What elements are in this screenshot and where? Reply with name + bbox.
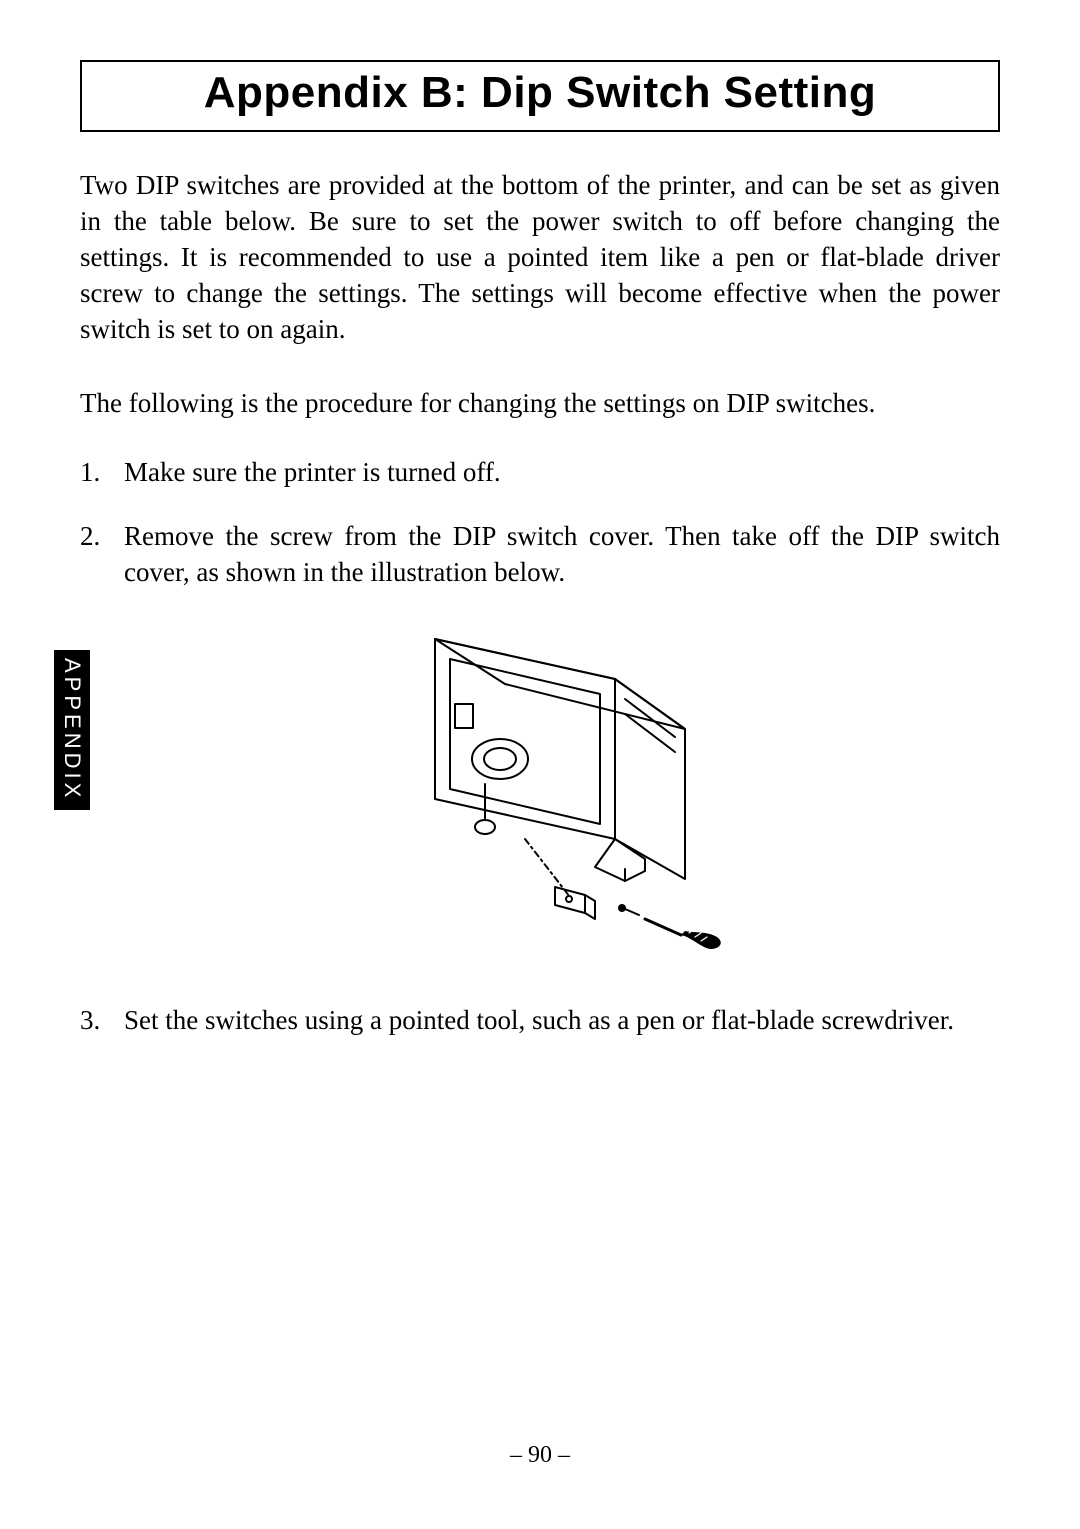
side-tab-appendix: APPENDIX — [54, 650, 90, 810]
step-number: 2. — [80, 519, 100, 555]
procedure-intro: The following is the procedure for chang… — [80, 386, 1000, 422]
step-number: 1. — [80, 455, 100, 491]
page-title: Appendix B: Dip Switch Setting — [82, 68, 998, 118]
steps-list-cont: 3. Set the switches using a pointed tool… — [80, 1003, 1000, 1039]
page: Appendix B: Dip Switch Setting Two DIP s… — [0, 0, 1080, 1529]
steps-list: 1. Make sure the printer is turned off. … — [80, 455, 1000, 591]
page-number: – 90 – — [0, 1442, 1080, 1469]
step-number: 3. — [80, 1003, 100, 1039]
step-text: Make sure the printer is turned off. — [124, 457, 501, 487]
printer-illustration — [325, 619, 755, 969]
step-text: Remove the screw from the DIP switch cov… — [124, 521, 1000, 587]
step-3: 3. Set the switches using a pointed tool… — [80, 1003, 1000, 1039]
step-1: 1. Make sure the printer is turned off. — [80, 455, 1000, 491]
title-box: Appendix B: Dip Switch Setting — [80, 60, 1000, 132]
step-2: 2. Remove the screw from the DIP switch … — [80, 519, 1000, 591]
intro-paragraph: Two DIP switches are provided at the bot… — [80, 168, 1000, 348]
step-text: Set the switches using a pointed tool, s… — [124, 1005, 954, 1035]
